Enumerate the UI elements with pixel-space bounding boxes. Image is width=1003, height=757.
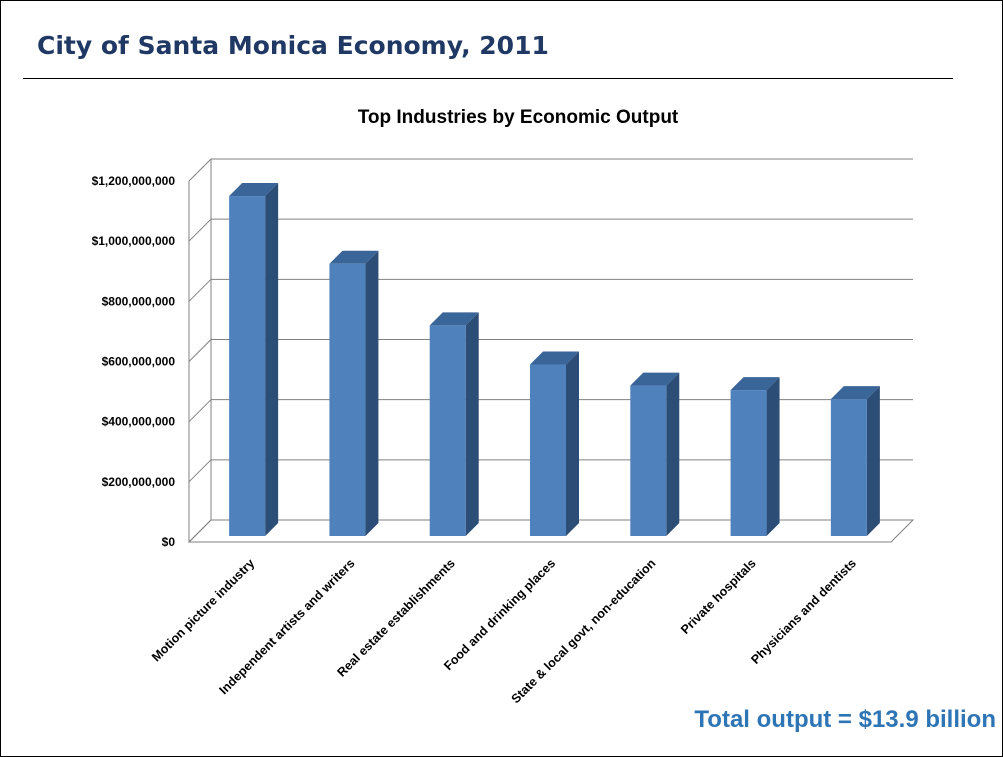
- y-tick-label: $1,200,000,000: [92, 174, 176, 188]
- bar-side: [666, 372, 680, 536]
- gridline-depth: [188, 339, 212, 362]
- bar-front: [630, 385, 667, 536]
- bar-top: [730, 377, 780, 391]
- gridline-depth: [188, 399, 212, 423]
- bar-top: [830, 386, 880, 400]
- gridline-depth: [188, 459, 212, 483]
- total-output-note: Total output = $13.9 billion: [694, 706, 996, 733]
- y-tick-label: $600,000,000: [102, 355, 176, 369]
- bar-side: [766, 377, 780, 536]
- chart-title: Top Industries by Economic Output: [358, 107, 679, 128]
- y-tick-label: $1,000,000,000: [92, 234, 176, 248]
- x-tick-label: Physicians and dentists: [748, 556, 859, 667]
- bar-front: [730, 390, 767, 536]
- y-tick-label: $800,000,000: [102, 294, 176, 308]
- x-tick-label: Real estate establishments: [334, 556, 457, 679]
- bar-front: [429, 325, 466, 536]
- bar-top: [229, 183, 279, 197]
- slide-title: City of Santa Monica Economy, 2011: [37, 31, 549, 60]
- y-tick-label: $200,000,000: [102, 475, 176, 489]
- bar: [229, 183, 279, 536]
- title-divider: [23, 78, 953, 79]
- bar-top: [429, 312, 479, 326]
- bar: [329, 250, 379, 536]
- x-tick-label: Private hospitals: [678, 556, 759, 637]
- x-tick-label: Food and drinking places: [441, 556, 558, 673]
- bar-front: [530, 364, 566, 536]
- y-tick-label: $400,000,000: [102, 415, 176, 429]
- gridline-depth: [188, 158, 212, 182]
- gridline-depth: [188, 218, 212, 242]
- x-tick-label: Motion picture industry: [149, 556, 257, 664]
- bar-side: [265, 183, 279, 536]
- bar: [530, 351, 579, 536]
- bar-side: [866, 386, 880, 536]
- bar-front: [830, 399, 867, 536]
- bar-top: [530, 351, 579, 365]
- bar-top: [329, 250, 379, 264]
- y-tick-label: $0: [162, 535, 176, 549]
- bars: [229, 183, 880, 536]
- bar-side: [566, 351, 579, 536]
- bar: [630, 372, 680, 536]
- bar: [429, 312, 479, 536]
- bar-front: [229, 196, 266, 536]
- bar: [730, 377, 780, 536]
- bar-side: [465, 312, 479, 536]
- bar: [830, 386, 880, 536]
- y-axis: $0 $200,000,000 $400,000,000 $600,000,000 $8…: [92, 174, 176, 549]
- chart-floor: [187, 519, 915, 543]
- bar-top: [630, 372, 680, 386]
- gridline-depth: [188, 278, 212, 302]
- bar-side: [365, 250, 379, 536]
- bar-front: [329, 263, 366, 536]
